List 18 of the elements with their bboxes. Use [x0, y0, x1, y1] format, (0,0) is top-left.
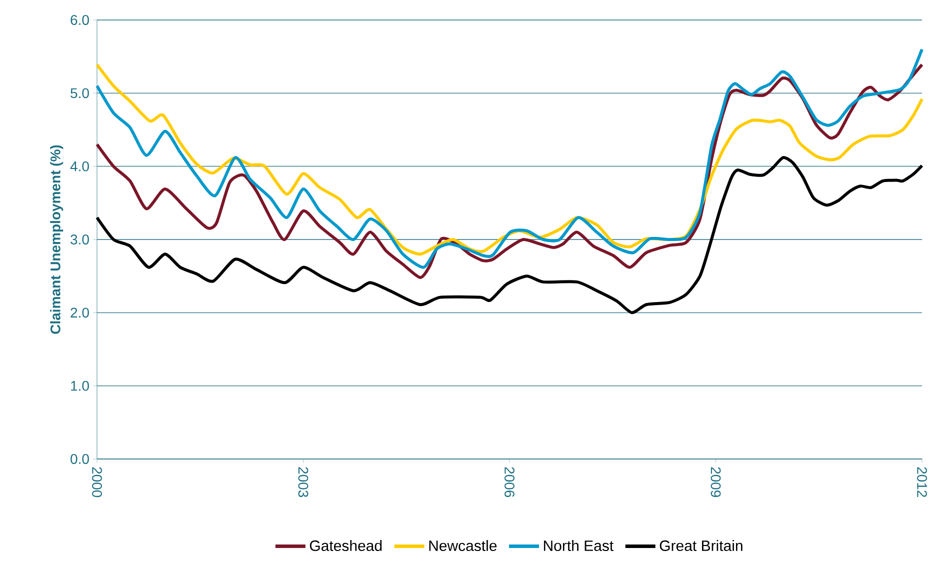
- y-tick-label: 3.0: [70, 234, 89, 244]
- y-tick-label: 2.0: [70, 308, 89, 318]
- line-series: [96, 156, 924, 314]
- y-tick-label: 1.0: [71, 380, 89, 391]
- x-tick-label: 2012: [917, 467, 927, 497]
- x-tick-label: 2006: [504, 467, 514, 498]
- x-tick-label: 2000: [92, 467, 102, 498]
- y-tick-label: 4.0: [70, 161, 89, 172]
- legend-label: Newcastle: [429, 540, 497, 552]
- y-axis-title: Claimant Unemployment (%): [50, 145, 64, 334]
- y-tick-label: 5.0: [70, 88, 89, 98]
- legend-label: Gateshead: [310, 540, 382, 552]
- legend-label: North East: [544, 540, 614, 552]
- x-tick-label: 2009: [710, 467, 721, 498]
- y-tick-label: 6.0: [70, 15, 89, 25]
- legend-label: Great Britain: [660, 540, 742, 552]
- y-tick-label: 0.0: [70, 454, 89, 464]
- x-tick-label: 2003: [298, 467, 308, 498]
